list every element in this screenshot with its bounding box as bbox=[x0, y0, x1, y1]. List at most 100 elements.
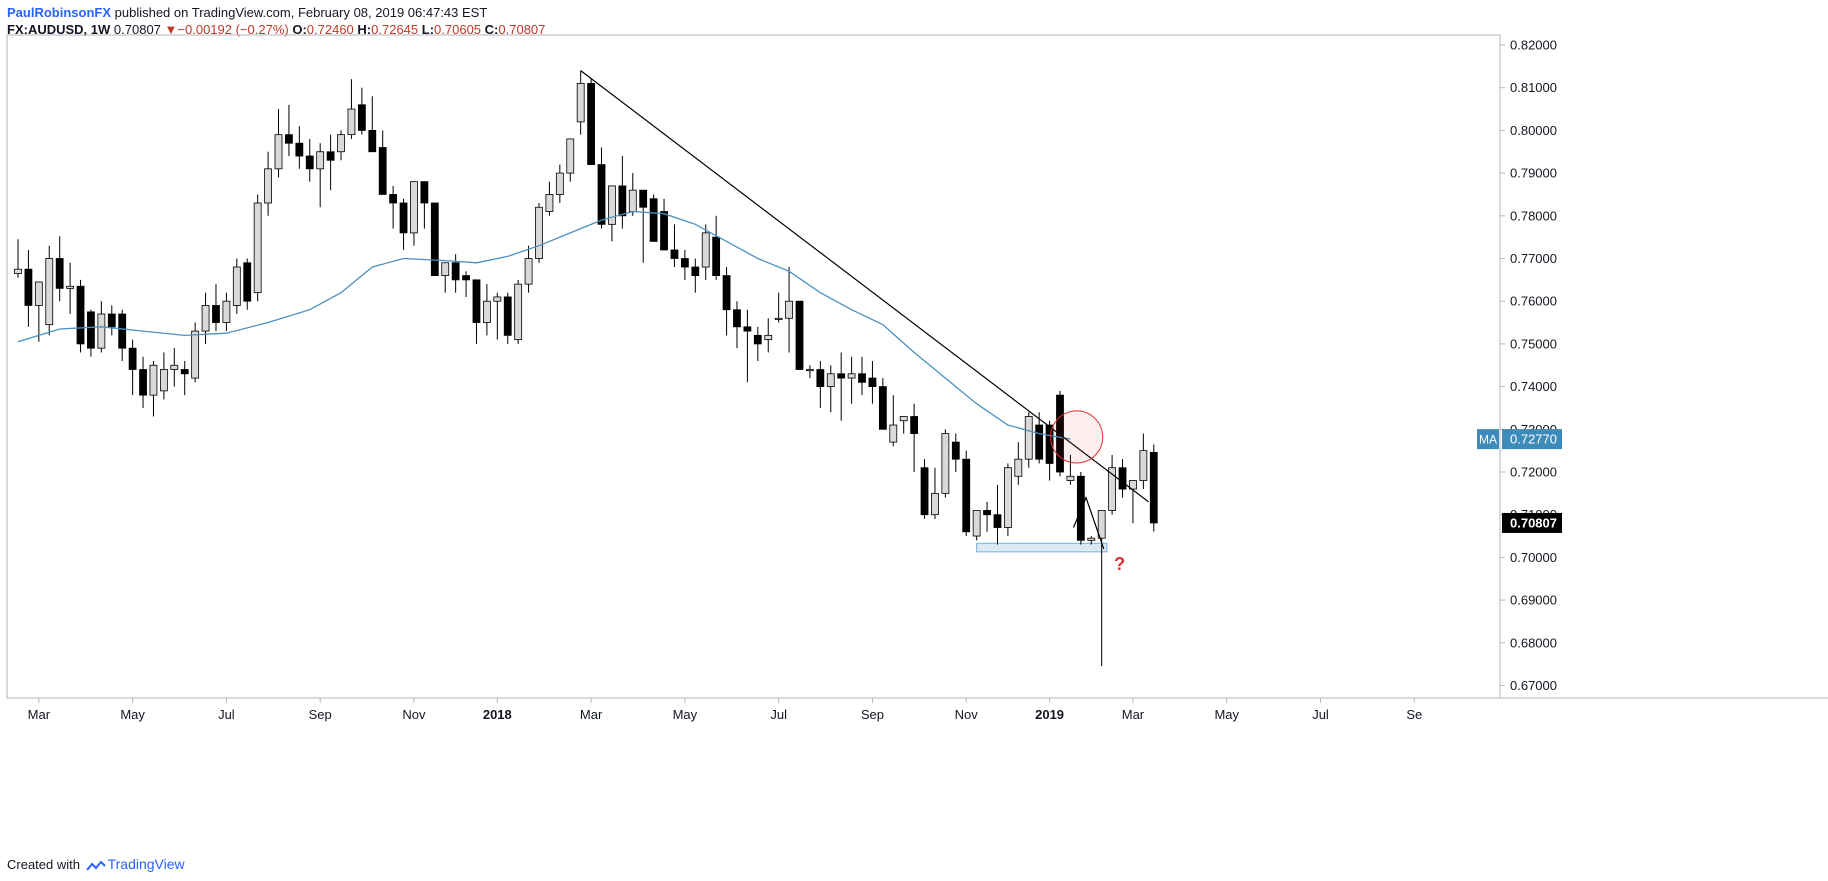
candle[interactable] bbox=[1066, 454, 1075, 485]
candle[interactable] bbox=[628, 173, 637, 216]
candle[interactable] bbox=[1108, 454, 1116, 515]
candle[interactable] bbox=[66, 262, 74, 315]
candle[interactable] bbox=[1097, 510, 1106, 667]
candle[interactable] bbox=[753, 326, 762, 361]
candle[interactable] bbox=[670, 224, 679, 268]
projection-path[interactable] bbox=[1072, 495, 1105, 550]
candle[interactable] bbox=[357, 87, 366, 135]
candle[interactable] bbox=[524, 245, 533, 293]
candle[interactable] bbox=[378, 130, 387, 195]
candle[interactable] bbox=[1139, 433, 1148, 490]
candle[interactable] bbox=[983, 501, 991, 532]
candle[interactable] bbox=[316, 143, 325, 208]
candle[interactable] bbox=[347, 79, 356, 139]
candle[interactable] bbox=[1045, 420, 1054, 481]
candle[interactable] bbox=[118, 309, 127, 361]
candle[interactable] bbox=[743, 309, 752, 383]
candle[interactable] bbox=[1129, 480, 1137, 524]
candle[interactable] bbox=[868, 360, 877, 404]
candle[interactable] bbox=[128, 339, 137, 396]
candle[interactable] bbox=[107, 305, 116, 336]
candle[interactable] bbox=[420, 181, 429, 229]
moving-average-line[interactable] bbox=[17, 210, 1071, 440]
candle[interactable] bbox=[139, 356, 147, 408]
candle[interactable] bbox=[368, 96, 377, 153]
candle[interactable] bbox=[962, 450, 971, 537]
candle[interactable] bbox=[493, 292, 502, 340]
candle[interactable] bbox=[795, 300, 804, 370]
candle[interactable] bbox=[712, 215, 721, 280]
candle[interactable] bbox=[858, 356, 866, 396]
candle[interactable] bbox=[566, 138, 575, 182]
candle[interactable] bbox=[1076, 472, 1085, 545]
candle[interactable] bbox=[1056, 390, 1064, 477]
candle[interactable] bbox=[482, 284, 491, 336]
candle[interactable] bbox=[691, 258, 700, 293]
candle[interactable] bbox=[785, 267, 793, 353]
candle[interactable] bbox=[253, 194, 262, 302]
candle[interactable] bbox=[931, 467, 939, 519]
candle[interactable] bbox=[847, 356, 856, 404]
candle[interactable] bbox=[680, 249, 689, 280]
candle[interactable] bbox=[451, 254, 460, 293]
candle[interactable] bbox=[170, 348, 179, 387]
candle[interactable] bbox=[597, 147, 606, 229]
candle[interactable] bbox=[149, 360, 158, 417]
highlight-circle[interactable] bbox=[1050, 410, 1104, 464]
candle[interactable] bbox=[264, 151, 272, 216]
candle[interactable] bbox=[285, 104, 293, 157]
candle[interactable] bbox=[389, 185, 398, 229]
candle[interactable] bbox=[337, 130, 345, 161]
candle[interactable] bbox=[764, 318, 773, 353]
candle[interactable] bbox=[34, 281, 43, 342]
candle[interactable] bbox=[899, 416, 908, 434]
candle[interactable] bbox=[878, 378, 887, 430]
candle[interactable] bbox=[1035, 412, 1044, 464]
candle[interactable] bbox=[826, 365, 835, 413]
trendline[interactable] bbox=[580, 70, 1149, 503]
candle[interactable] bbox=[87, 309, 95, 357]
candle[interactable] bbox=[1014, 442, 1023, 485]
candle[interactable] bbox=[1087, 536, 1096, 545]
support-zone[interactable] bbox=[976, 542, 1108, 553]
candle[interactable] bbox=[806, 365, 814, 379]
candle[interactable] bbox=[816, 360, 825, 408]
candle[interactable] bbox=[941, 429, 950, 498]
candle[interactable] bbox=[180, 360, 189, 396]
candle[interactable] bbox=[972, 510, 981, 541]
candle[interactable] bbox=[430, 202, 439, 276]
candle[interactable] bbox=[993, 484, 1002, 545]
candle[interactable] bbox=[45, 245, 54, 336]
candle[interactable] bbox=[920, 459, 929, 519]
candle[interactable] bbox=[159, 352, 168, 400]
candle[interactable] bbox=[399, 198, 408, 250]
candle[interactable] bbox=[639, 189, 648, 263]
candle[interactable] bbox=[535, 202, 543, 263]
candle[interactable] bbox=[951, 433, 960, 472]
candle[interactable] bbox=[889, 395, 898, 447]
candle[interactable] bbox=[576, 70, 585, 135]
candle[interactable] bbox=[618, 156, 627, 229]
candle[interactable] bbox=[472, 279, 481, 344]
candle[interactable] bbox=[55, 236, 64, 302]
candle[interactable] bbox=[201, 292, 210, 344]
candle[interactable] bbox=[24, 249, 33, 327]
candle[interactable] bbox=[701, 224, 710, 280]
candle[interactable] bbox=[274, 109, 283, 178]
candle[interactable] bbox=[837, 352, 846, 421]
candle[interactable] bbox=[232, 258, 241, 315]
candle[interactable] bbox=[649, 194, 658, 242]
candle[interactable] bbox=[222, 292, 231, 332]
candle[interactable] bbox=[212, 284, 220, 332]
candle[interactable] bbox=[191, 322, 200, 383]
candle[interactable] bbox=[243, 258, 252, 310]
candle[interactable] bbox=[305, 138, 314, 182]
candle[interactable] bbox=[503, 292, 512, 344]
candle[interactable] bbox=[514, 279, 523, 344]
candle[interactable] bbox=[295, 126, 304, 169]
candle[interactable] bbox=[733, 301, 741, 349]
candle[interactable] bbox=[462, 271, 470, 297]
candle[interactable] bbox=[608, 185, 616, 242]
candle[interactable] bbox=[410, 181, 418, 246]
